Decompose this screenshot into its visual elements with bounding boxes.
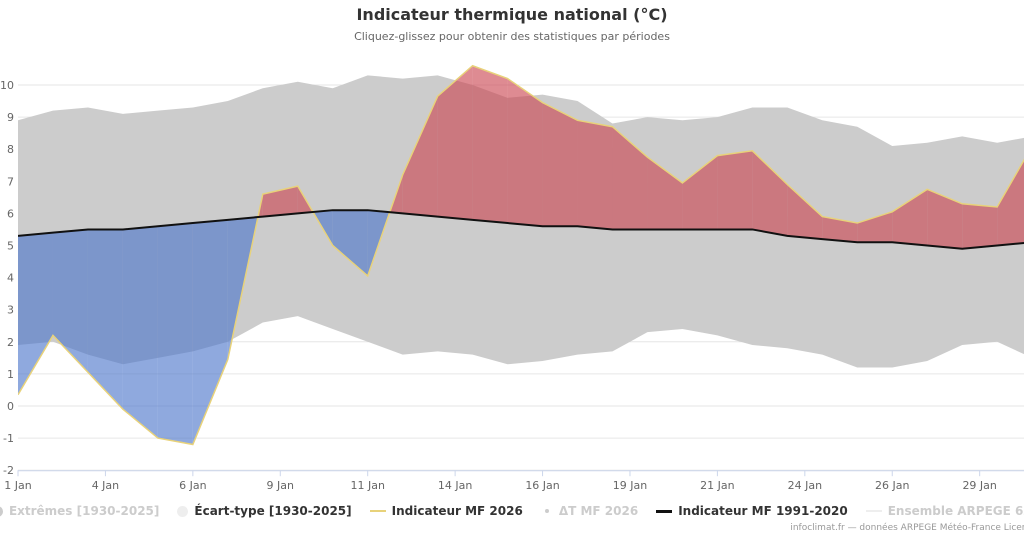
- x-tick-label: 26 Jan: [875, 479, 909, 492]
- anomaly-fills: [18, 65, 1024, 445]
- y-tick-label: 5: [7, 240, 14, 253]
- x-tick-label: 24 Jan: [788, 479, 822, 492]
- y-tick-label: -1: [3, 432, 14, 445]
- legend-dot-icon: [0, 505, 3, 517]
- legend-label: Extrêmes [1930-2025]: [8, 504, 160, 518]
- y-tick-label: 1: [7, 368, 14, 381]
- cold-anomaly-area: [52, 229, 88, 373]
- series-lines: [18, 64, 1024, 446]
- legend-line-icon: [865, 510, 882, 512]
- y-tick-label: 0: [7, 400, 14, 413]
- warm-anomaly-area: [437, 65, 473, 220]
- legend-label: Indicateur MF 2026: [391, 504, 523, 518]
- x-tick-label: 9 Jan: [267, 479, 294, 492]
- y-tick-label: -2: [3, 464, 14, 477]
- x-tick-label: 11 Jan: [350, 479, 384, 492]
- warm-anomaly-area: [927, 189, 963, 249]
- cold-anomaly-area: [332, 210, 368, 276]
- y-tick-label: 6: [7, 207, 14, 220]
- warm-anomaly-area: [647, 157, 683, 230]
- mf-2026-line: [18, 64, 1024, 446]
- legend-item-mf-2026[interactable]: Indicateur MF 2026: [369, 504, 523, 518]
- warm-anomaly-area: [577, 120, 613, 230]
- warm-anomaly-area: [507, 78, 543, 227]
- warm-anomaly-area: [892, 189, 928, 246]
- legend-label: Écart-type [1930-2025]: [194, 504, 352, 518]
- chart-plot[interactable]: -2 -1 0 1 2 3 4 5 6 7 8 9 10 1 Jan 4 Jan 6 Jan 9 Jan 11 …: [0, 0, 1024, 500]
- y-tick-label: 10: [0, 79, 14, 92]
- y-tick-label: 9: [7, 111, 14, 124]
- chart-subtitle: Cliquez-glissez pour obtenir des statist…: [354, 30, 670, 43]
- legend-small-dot-icon: [544, 509, 549, 513]
- mf-1991-2020-line: [18, 209, 1024, 250]
- warm-anomaly-area: [997, 160, 1024, 246]
- legend-label: Ensemble ARPEGE 6Z: [887, 504, 1024, 518]
- legend: Extrêmes [1930-2025] Écart-type [1930-20…: [0, 504, 1024, 518]
- x-tick-label: 14 Jan: [438, 479, 472, 492]
- chart-title: Indicateur thermique national (°C): [356, 5, 668, 24]
- warm-anomaly-area: [542, 102, 578, 227]
- legend-item-extremes[interactable]: Extrêmes [1930-2025]: [0, 504, 159, 518]
- warm-anomaly-area: [822, 216, 858, 243]
- legend-item-ecart-type[interactable]: Écart-type [1930-2025]: [177, 504, 352, 518]
- warm-anomaly-area: [472, 65, 508, 224]
- cold-anomaly-area: [122, 226, 158, 439]
- legend-item-arpege[interactable]: Ensemble ARPEGE 6Z: [865, 504, 1024, 518]
- warm-anomaly-area: [262, 186, 298, 217]
- y-axis: -2 -1 0 1 2 3 4 5 6 7 8 9 10: [0, 79, 14, 477]
- warm-anomaly-area: [962, 203, 998, 249]
- x-tick-label: 16 Jan: [525, 479, 559, 492]
- warm-anomaly-area: [612, 126, 648, 230]
- legend-item-delta-t[interactable]: ΔT MF 2026: [541, 504, 638, 518]
- cold-anomaly-area: [87, 229, 123, 410]
- warm-anomaly-area: [857, 211, 893, 243]
- legend-label: ΔT MF 2026: [558, 504, 639, 518]
- legend-item-mf-1991-2020[interactable]: Indicateur MF 1991-2020: [656, 504, 848, 518]
- y-tick-label: 4: [7, 272, 14, 285]
- y-tick-label: 7: [7, 175, 14, 188]
- x-tick-label: 19 Jan: [613, 479, 647, 492]
- warm-anomaly-area: [682, 155, 718, 230]
- x-tick-label: 6 Jan: [179, 479, 206, 492]
- y-tick-label: 8: [7, 143, 14, 156]
- warm-anomaly-area: [402, 96, 438, 217]
- cold-anomaly-area: [18, 232, 53, 395]
- y-tick-label: 2: [7, 336, 14, 349]
- x-tick-label: 1 Jan: [4, 479, 31, 492]
- x-axis: 1 Jan 4 Jan 6 Jan 9 Jan 11 Jan 14 Jan 16 Jan 19…: [4, 470, 1024, 492]
- warm-anomaly-area: [787, 184, 823, 240]
- legend-dot-icon: [177, 505, 189, 517]
- x-tick-label: 4 Jan: [92, 479, 119, 492]
- credits-link[interactable]: infoclimat.fr — données ARPEGE Météo-Fra…: [790, 523, 1024, 533]
- warm-anomaly-area: [717, 150, 753, 230]
- legend-line-icon: [369, 510, 386, 512]
- cold-anomaly-area: [157, 223, 193, 445]
- legend-label: Indicateur MF 1991-2020: [678, 504, 848, 518]
- legend-thick-line-icon: [656, 509, 673, 513]
- x-tick-label: 29 Jan: [962, 479, 996, 492]
- cold-anomaly-area: [192, 219, 228, 445]
- warm-anomaly-area: [752, 150, 788, 236]
- y-tick-label: 3: [7, 304, 14, 317]
- x-tick-label: 21 Jan: [700, 479, 734, 492]
